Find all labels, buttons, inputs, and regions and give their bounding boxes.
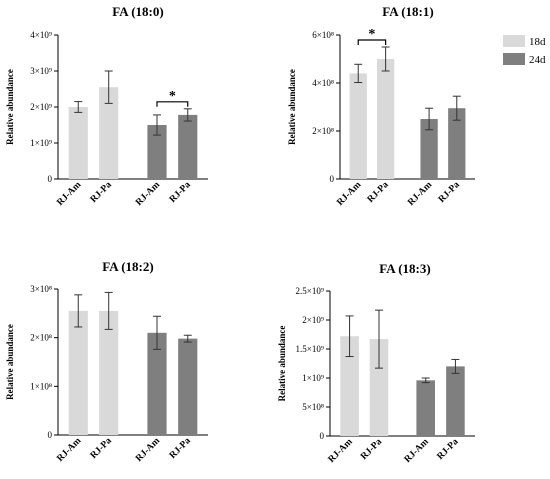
legend-swatch-18d	[503, 35, 525, 47]
bar	[420, 119, 438, 179]
y-axis-label: Relative abundance	[5, 324, 15, 400]
x-tick-label: RJ-Pa	[437, 180, 462, 205]
y-axis-label: Relative abundance	[287, 69, 297, 145]
bar	[147, 125, 167, 179]
bar	[349, 73, 367, 179]
legend-label-24d: 24d	[529, 54, 546, 66]
y-tick-label: 1×10⁹	[30, 138, 52, 148]
legend-swatch-24d	[503, 53, 525, 65]
y-tick-label: 4×10⁸	[312, 78, 334, 88]
y-tick-label: 0	[48, 174, 53, 184]
y-tick-label: 2×10⁸	[312, 126, 334, 136]
bar	[68, 107, 88, 179]
y-tick-label: 2×10⁸	[30, 333, 52, 343]
x-tick-label: RJ-Am	[335, 180, 363, 208]
bar	[147, 332, 167, 435]
bar	[446, 366, 465, 436]
legend-label-18d: 18d	[529, 36, 546, 48]
y-tick-label: 5×10⁸	[302, 402, 324, 412]
y-axis-label: Relative abundance	[277, 326, 287, 402]
significance-bracket	[156, 101, 189, 107]
chart-title: FA (18:2)	[102, 259, 153, 274]
x-tick-label: RJ-Am	[403, 437, 431, 465]
y-tick-label: 0	[320, 431, 325, 441]
y-tick-label: 2×10⁹	[302, 315, 324, 325]
x-tick-label: RJ-Pa	[89, 180, 114, 205]
x-tick-label: RJ-Pa	[366, 180, 391, 205]
x-tick-label: RJ-Pa	[89, 436, 114, 461]
chart-title: FA (18:0)	[112, 4, 163, 19]
legend: 18d 24d	[503, 35, 546, 66]
panel-fa-18-0: FA (18:0) Relative abundance 0 1×10⁹ 2×10⁹ 3×…	[5, 4, 208, 208]
y-tick-label: 1×10⁸	[30, 381, 52, 391]
bar	[178, 338, 198, 435]
panel-fa-18-2: FA (18:2) Relative abundance 0 1×10⁸ 2×10⁸ 3×…	[5, 259, 208, 464]
bar	[376, 59, 395, 179]
x-tick-label: RJ-Am	[327, 437, 355, 465]
chart-title: FA (18:3)	[379, 261, 430, 276]
y-tick-label: 0	[48, 430, 53, 440]
y-tick-label: 6×10⁸	[312, 30, 334, 40]
x-tick-label: RJ-Am	[134, 180, 162, 208]
x-tick-label: RJ-Pa	[359, 437, 384, 462]
x-tick-label: RJ-Am	[55, 180, 83, 208]
x-tick-label: RJ-Pa	[168, 436, 193, 461]
x-tick-label: RJ-Pa	[168, 180, 193, 205]
y-tick-label: 1.5×10⁹	[296, 344, 324, 354]
x-tick-label: RJ-Am	[55, 436, 83, 464]
significance-star: *	[368, 27, 375, 42]
x-tick-label: RJ-Am	[406, 180, 434, 208]
bar	[99, 87, 119, 179]
y-tick-label: 3×10⁸	[30, 284, 52, 294]
significance-bracket	[357, 39, 387, 45]
x-tick-label: RJ-Am	[134, 436, 162, 464]
bar	[178, 114, 198, 179]
bar	[369, 339, 389, 436]
bar	[416, 380, 435, 436]
y-tick-label: 0	[330, 174, 335, 184]
x-tick-label: RJ-Pa	[436, 437, 461, 462]
panel-fa-18-1: FA (18:1) Relative abundance 0 2×10⁸ 4×10⁸ 6×…	[287, 4, 475, 208]
y-tick-label: 2.5×10⁹	[296, 286, 324, 296]
bar	[448, 108, 466, 179]
y-tick-label: 4×10⁹	[30, 30, 52, 40]
y-tick-label: 3×10⁹	[30, 66, 52, 76]
chart-title: FA (18:1)	[382, 4, 433, 19]
significance-star: *	[169, 89, 176, 104]
bar	[99, 310, 119, 435]
y-tick-label: 2×10⁹	[30, 102, 52, 112]
bar	[68, 310, 88, 435]
y-axis-label: Relative abundance	[5, 69, 15, 145]
panel-fa-18-3: FA (18:3) Relative abundance 0 5×10⁸ 1×10⁹ 1.…	[277, 261, 475, 465]
bar	[340, 336, 359, 436]
y-tick-label: 1×10⁹	[302, 373, 324, 383]
